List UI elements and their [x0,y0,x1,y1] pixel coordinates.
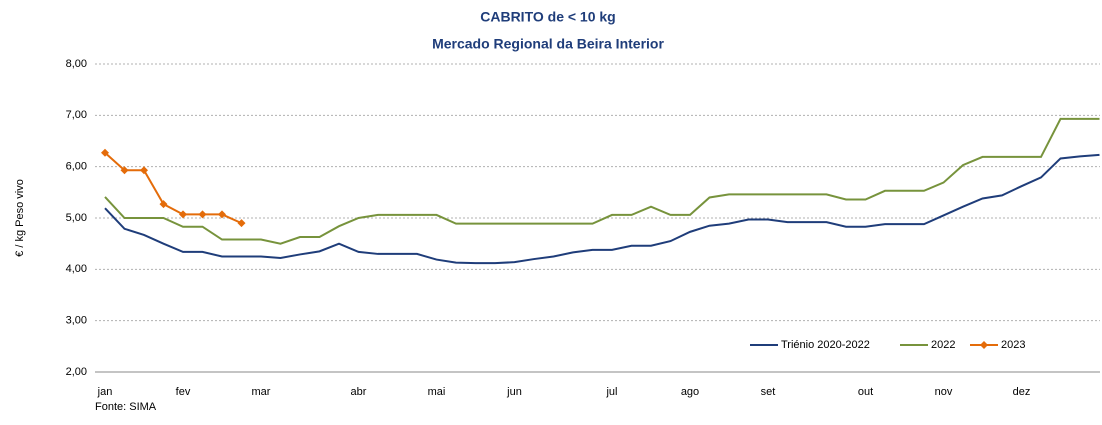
x-tick-label: jan [97,386,113,398]
y-tick-label: 6,00 [66,161,87,173]
data-point [159,200,168,209]
data-point [120,166,129,175]
series-line [104,153,1100,265]
source-note: Fonte: SIMA [95,401,157,413]
legend-label: 2023 [1001,339,1025,351]
data-point [218,210,226,219]
legend-label: 2022 [931,339,955,351]
data-point [179,210,187,219]
y-axis-label: € / kg Peso vivo [14,179,26,257]
chart-title: CABRITO de < 10 kg [480,9,616,25]
y-tick-label: 7,00 [66,109,87,121]
y-tick-label: 3,00 [66,315,87,327]
x-tick-label: jul [605,386,617,398]
series-line [104,117,1100,245]
x-tick-label: ago [681,386,699,398]
data-point [237,219,246,228]
y-tick-label: 5,00 [66,212,87,224]
y-tick-label: 4,00 [66,263,87,275]
legend-marker [980,341,988,349]
x-tick-label: fev [176,386,191,398]
x-tick-label: mai [428,386,446,398]
legend-label: Triénio 2020-2022 [781,339,870,351]
y-tick-label: 8,00 [66,58,87,70]
x-tick-label: nov [935,386,953,398]
y-tick-label: 2,00 [66,366,87,378]
x-tick-label: out [858,386,873,398]
x-tick-label: set [761,386,776,398]
x-tick-label: abr [351,386,367,398]
chart-subtitle: Mercado Regional da Beira Interior [432,36,664,52]
data-point [101,148,109,157]
x-tick-label: jun [506,386,522,398]
x-tick-label: mar [252,386,271,398]
x-tick-label: dez [1013,386,1031,398]
data-point [140,166,148,175]
data-point [198,210,207,219]
